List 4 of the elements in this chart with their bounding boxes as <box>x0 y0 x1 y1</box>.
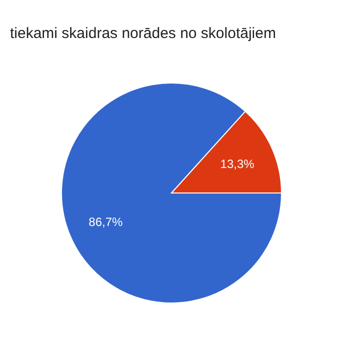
chart-title: tiekami skaidras norādes no skolotājiem <box>10 25 276 42</box>
data-label: 86,7% <box>88 215 124 230</box>
data-label: 13,3% <box>220 156 255 171</box>
pie-slice <box>61 82 282 304</box>
